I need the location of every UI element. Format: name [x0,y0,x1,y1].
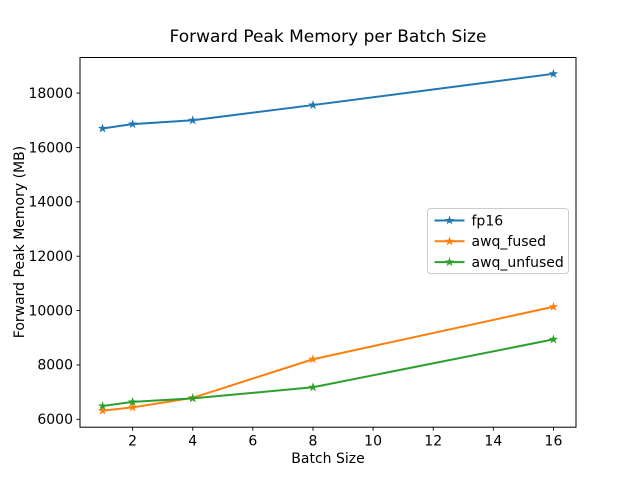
marker-star-awq_unfused [187,393,198,403]
y-tick-label: 10000 [28,303,73,319]
y-tick-label: 6000 [37,412,73,428]
marker-star-awq_unfused [97,401,108,411]
y-tick-label: 14000 [28,195,73,211]
marker-star-awq_fused [97,405,108,415]
x-tick-label: 10 [364,434,382,450]
marker-star-fp16 [97,123,108,133]
series-line-fp16 [101,72,555,130]
legend-swatch-star-fp16 [444,215,455,225]
legend-box [427,208,569,274]
series-line-awq_unfused [101,338,555,407]
x-tick-label: 4 [188,434,197,450]
y-tick-label: 12000 [28,249,73,265]
marker-star-awq_fused [308,354,318,364]
x-tick-label: 12 [424,434,442,450]
x-tick-label: 8 [309,434,318,450]
marker-star-fp16 [187,115,198,125]
plot-frame [79,57,577,428]
marker-star-fp16 [548,68,559,78]
marker-star-awq_fused [127,402,138,412]
marker-star-fp16 [127,119,138,129]
series-line-awq_fused [101,305,555,412]
marker-star-awq_unfused [127,396,138,406]
y-axis-label: Forward Peak Memory (MB) [12,145,28,339]
x-tick-label: 14 [484,434,502,450]
x-axis-label: Batch Size [291,451,365,467]
y-tick-label: 8000 [37,358,73,374]
legend-label-fp16: fp16 [472,213,504,229]
y-tick-label: 16000 [28,140,73,156]
marker-star-awq_fused [548,301,559,311]
marker-star-fp16 [308,100,318,110]
x-tick-label: 6 [248,434,257,450]
marker-star-awq_unfused [548,334,559,344]
x-tick-label: 2 [128,434,137,450]
y-tick-label: 18000 [28,86,73,102]
legend-swatch-star-awq_fused [444,236,455,246]
legend-swatch-star-awq_unfused [444,257,455,267]
marker-star-awq_unfused [308,382,318,392]
legend-label-awq_fused: awq_fused [472,234,547,250]
legend-label-awq_unfused: awq_unfused [472,255,564,271]
chart-title: Forward Peak Memory per Batch Size [169,27,487,47]
x-tick-label: 16 [545,434,563,450]
